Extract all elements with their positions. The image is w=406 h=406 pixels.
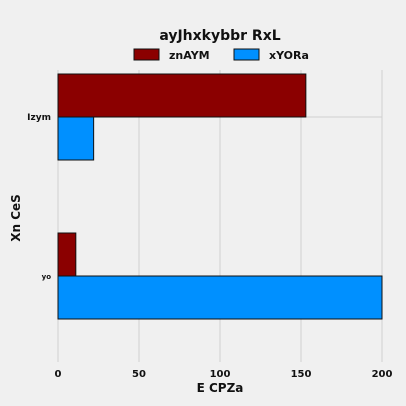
category-label-Izym: Izym [27, 113, 51, 123]
legend-swatch-xYORa [233, 48, 260, 61]
category-label-yo: yo [42, 273, 52, 281]
x-tick-label: 50 [132, 369, 146, 380]
bars [57, 73, 383, 320]
legend-label-xYORa: xYORa [269, 49, 309, 62]
x-tick-label: 100 [210, 369, 231, 380]
bar-xYORa-Izym [57, 116, 95, 161]
x-tick-label: 150 [291, 369, 312, 380]
x-tick-label: 0 [55, 369, 62, 380]
legend-swatch-znAYM [133, 48, 160, 61]
bar-znAYM-yo [57, 232, 77, 277]
bar-znAYM-Izym [57, 73, 307, 118]
x-tick-label: 200 [372, 369, 393, 380]
x-ticks: 0 50 100 150 200 [55, 369, 393, 380]
bar-xYORa-yo [57, 275, 383, 320]
chart-title: ayJhxkybbr RxL [159, 28, 280, 44]
x-axis-label: E CPZa [197, 381, 244, 395]
legend: znAYM xYORa [133, 48, 309, 62]
category-labels: yo Izym [27, 113, 51, 281]
legend-label-znAYM: znAYM [169, 49, 210, 62]
y-axis-label: Xn CeS [9, 194, 23, 242]
